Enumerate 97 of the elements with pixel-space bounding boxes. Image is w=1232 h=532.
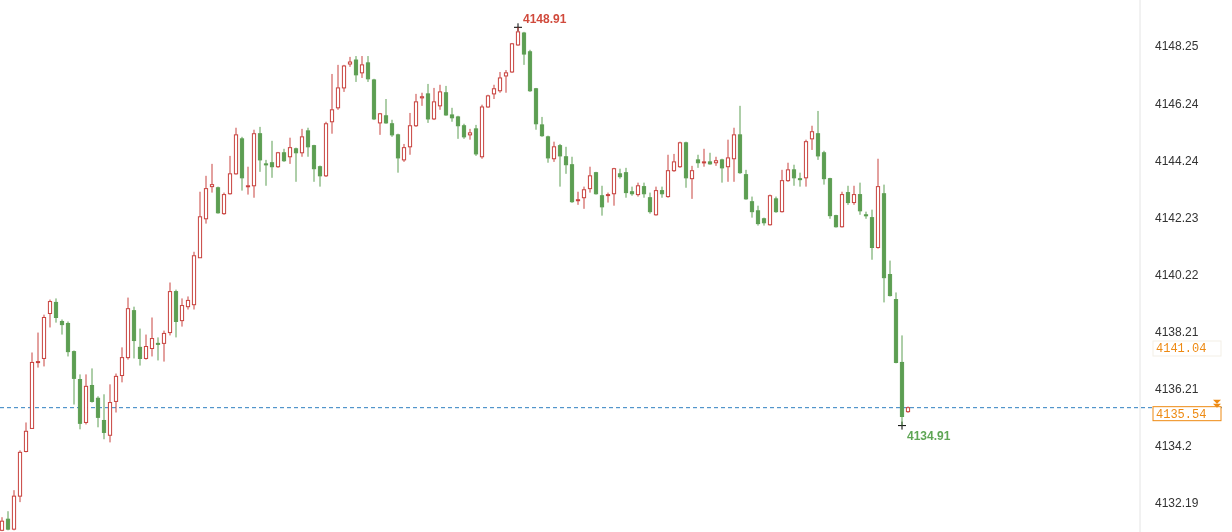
candlestick xyxy=(815,110,821,161)
y-tick-label: 4144.24 xyxy=(1155,153,1199,168)
y-tick-label: 4132.19 xyxy=(1155,496,1199,511)
candlestick xyxy=(551,141,557,163)
candlestick xyxy=(89,367,95,404)
candlestick xyxy=(749,196,755,219)
candlestick xyxy=(851,185,857,206)
candlestick xyxy=(647,192,653,215)
candlestick xyxy=(503,69,509,94)
candlestick xyxy=(845,185,851,206)
candlestick xyxy=(617,168,623,180)
candlestick xyxy=(581,186,587,210)
candlestick xyxy=(497,71,503,94)
candlestick xyxy=(797,172,803,188)
candlestick xyxy=(521,31,527,66)
candlestick xyxy=(149,316,155,357)
candlestick xyxy=(293,147,299,183)
candlestick xyxy=(335,64,341,111)
candlestick xyxy=(887,260,893,297)
candlestick xyxy=(725,139,731,183)
candlestick xyxy=(443,85,449,117)
candlestick xyxy=(263,159,269,187)
candlestick xyxy=(395,133,401,174)
candlestick xyxy=(437,84,443,111)
candlestick xyxy=(755,205,761,227)
candlestick xyxy=(305,127,311,158)
candlestick xyxy=(185,295,191,311)
candlestick xyxy=(677,141,683,169)
annotation: 4148.91 xyxy=(523,12,567,27)
candlestick xyxy=(809,125,815,151)
candlestick xyxy=(863,211,869,220)
candlestick xyxy=(155,336,161,361)
candlestick xyxy=(563,146,569,175)
candlestick xyxy=(731,127,737,183)
candlestick xyxy=(95,395,101,428)
candlestick xyxy=(245,166,251,196)
candlestick xyxy=(383,98,389,125)
candlestick xyxy=(35,332,41,369)
candlestick xyxy=(659,186,665,199)
candlestick xyxy=(689,165,695,200)
y-tick-label: 4138.21 xyxy=(1155,325,1199,340)
y-tick-label: 4146.24 xyxy=(1155,96,1199,111)
candlestick xyxy=(47,299,53,328)
candlestick xyxy=(539,116,545,138)
candlestick xyxy=(353,55,359,83)
candlestick xyxy=(161,330,167,363)
candlestick xyxy=(221,192,227,216)
candlestick xyxy=(227,155,233,196)
candlestick xyxy=(299,128,305,158)
candlestick xyxy=(701,148,707,168)
y-tick-label: 4148.25 xyxy=(1155,39,1199,54)
y-tick-label: 4142.23 xyxy=(1155,210,1199,225)
y-tick-label: 4134.2 xyxy=(1155,439,1193,454)
candlestick xyxy=(695,154,701,169)
candlestick xyxy=(641,182,647,199)
candlestick xyxy=(287,137,293,165)
candlestick xyxy=(209,163,215,194)
candlestick xyxy=(857,182,863,216)
text: 4141.04 xyxy=(1156,342,1207,356)
candlestick xyxy=(587,166,593,194)
candlestick xyxy=(629,186,635,197)
candlestick xyxy=(545,135,551,164)
candlestick xyxy=(431,87,437,121)
candlestick xyxy=(53,297,59,324)
y-tick-label: 4140.22 xyxy=(1155,267,1199,282)
candlestick xyxy=(599,185,605,217)
candlestick xyxy=(407,112,413,156)
candlestick xyxy=(137,328,143,367)
candlestick xyxy=(347,56,353,68)
candlestick xyxy=(449,107,455,123)
candlestick xyxy=(791,164,797,187)
candlestick xyxy=(491,84,497,100)
candlestick xyxy=(341,64,347,93)
candlestick xyxy=(269,140,275,179)
candlestick xyxy=(179,297,185,328)
candlestick xyxy=(713,156,719,167)
candlestick xyxy=(143,334,149,361)
candlestick xyxy=(119,346,125,383)
candlestick xyxy=(575,191,581,206)
candlestick xyxy=(329,73,335,135)
candlestick xyxy=(605,192,611,204)
candlestick xyxy=(101,393,107,440)
y-tick-label: 4136.21 xyxy=(1155,381,1199,396)
ref-line-label: 4135.54 xyxy=(1156,407,1207,422)
candlestick xyxy=(359,55,365,79)
candlestick xyxy=(467,128,473,141)
candlestick xyxy=(365,55,371,83)
candlestick xyxy=(785,162,791,183)
candlestick xyxy=(419,92,425,107)
candlestick xyxy=(59,318,65,336)
candlestick xyxy=(413,93,419,128)
annotation: 4134.91 xyxy=(907,428,951,443)
candlestick xyxy=(623,167,629,199)
candlestick xyxy=(707,152,713,166)
candlestick xyxy=(557,143,563,188)
candlestick xyxy=(311,144,317,183)
candlestick xyxy=(23,421,29,453)
